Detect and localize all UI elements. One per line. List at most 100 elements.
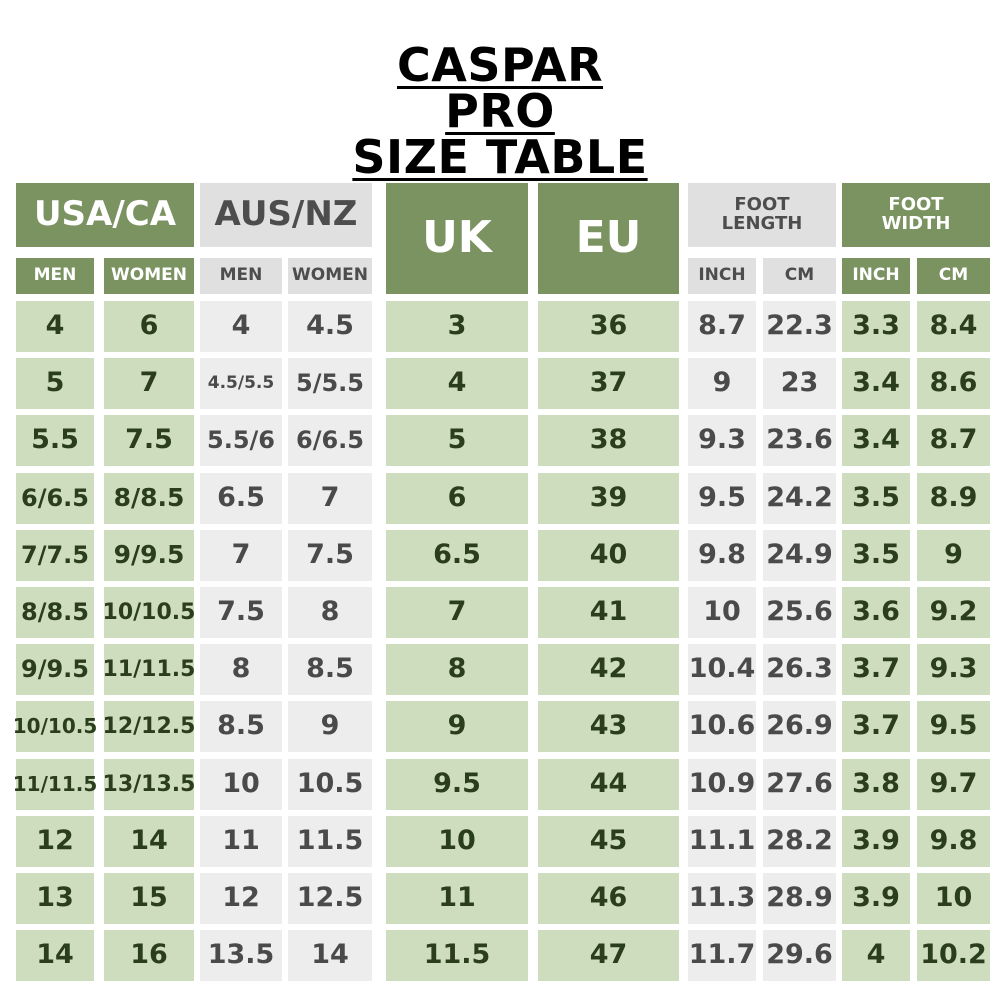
- cell-length-cm: 27.6: [763, 759, 836, 810]
- cell-width-cm: 9.2: [917, 587, 990, 638]
- cell-uk: 9.5: [386, 759, 528, 810]
- cell-length-inch: 10.6: [688, 701, 756, 752]
- cell-eu: 38: [538, 415, 679, 466]
- cell-length-cm: 24.2: [763, 473, 836, 524]
- cell-aus-men: 8.5: [200, 701, 282, 752]
- cell-uk: 4: [386, 358, 528, 409]
- cell-width-cm: 9.7: [917, 759, 990, 810]
- cell-length-inch: 10: [688, 587, 756, 638]
- cell-length-cm: 26.3: [763, 644, 836, 695]
- cell-uk: 10: [386, 816, 528, 867]
- cell-width-cm: 10.2: [917, 930, 990, 981]
- page-title: CASPAR PRO SIZE TABLE: [0, 42, 1000, 180]
- subheader-aus-women: WOMEN: [288, 258, 372, 294]
- cell-width-cm: 9.5: [917, 701, 990, 752]
- cell-eu: 43: [538, 701, 679, 752]
- cell-width-inch: 3.3: [842, 301, 910, 352]
- cell-length-inch: 9.8: [688, 530, 756, 581]
- cell-width-cm: 10: [917, 873, 990, 924]
- cell-usa-women: 7.5: [104, 415, 194, 466]
- cell-usa-men: 13: [16, 873, 94, 924]
- cell-aus-women: 6/6.5: [288, 415, 372, 466]
- cell-length-cm: 23: [763, 358, 836, 409]
- cell-width-inch: 3.5: [842, 530, 910, 581]
- cell-usa-men: 7/7.5: [16, 530, 94, 581]
- cell-length-cm: 28.9: [763, 873, 836, 924]
- cell-length-inch: 11.7: [688, 930, 756, 981]
- cell-usa-women: 15: [104, 873, 194, 924]
- cell-aus-men: 10: [200, 759, 282, 810]
- cell-width-inch: 3.9: [842, 873, 910, 924]
- cell-eu: 41: [538, 587, 679, 638]
- cell-aus-men: 6.5: [200, 473, 282, 524]
- cell-usa-women: 7: [104, 358, 194, 409]
- cell-eu: 40: [538, 530, 679, 581]
- cell-aus-men: 4: [200, 301, 282, 352]
- cell-aus-women: 7: [288, 473, 372, 524]
- cell-uk: 11.5: [386, 930, 528, 981]
- cell-usa-women: 8/8.5: [104, 473, 194, 524]
- cell-usa-men: 14: [16, 930, 94, 981]
- cell-uk: 3: [386, 301, 528, 352]
- cell-uk: 7: [386, 587, 528, 638]
- cell-width-cm: 8.7: [917, 415, 990, 466]
- cell-aus-women: 8.5: [288, 644, 372, 695]
- header-foot-width: FOOT WIDTH: [842, 183, 990, 247]
- cell-usa-women: 13/13.5: [103, 759, 195, 810]
- cell-width-cm: 9.3: [917, 644, 990, 695]
- cell-usa-men: 12: [16, 816, 94, 867]
- cell-aus-men: 12: [200, 873, 282, 924]
- cell-width-inch: 3.5: [842, 473, 910, 524]
- cell-eu: 47: [538, 930, 679, 981]
- subheader-usa-women: WOMEN: [104, 258, 194, 294]
- cell-aus-women: 4.5: [288, 301, 372, 352]
- cell-eu: 39: [538, 473, 679, 524]
- cell-length-inch: 9.3: [688, 415, 756, 466]
- cell-usa-women: 14: [104, 816, 194, 867]
- cell-aus-women: 5/5.5: [288, 358, 372, 409]
- cell-eu: 46: [538, 873, 679, 924]
- cell-width-cm: 8.9: [917, 473, 990, 524]
- cell-length-inch: 10.4: [688, 644, 756, 695]
- cell-eu: 45: [538, 816, 679, 867]
- cell-usa-women: 10/10.5: [103, 587, 195, 638]
- title-line-2: SIZE TABLE: [352, 130, 648, 184]
- cell-usa-men: 5: [16, 358, 94, 409]
- cell-width-inch: 3.9: [842, 816, 910, 867]
- cell-aus-women: 10.5: [288, 759, 372, 810]
- cell-usa-men: 4: [16, 301, 94, 352]
- cell-usa-men: 9/9.5: [16, 644, 94, 695]
- cell-length-cm: 25.6: [763, 587, 836, 638]
- header-aus-nz: AUS/NZ: [200, 183, 372, 247]
- cell-length-cm: 23.6: [763, 415, 836, 466]
- cell-length-cm: 22.3: [763, 301, 836, 352]
- cell-aus-women: 7.5: [288, 530, 372, 581]
- cell-aus-women: 14: [288, 930, 372, 981]
- header-foot-length: FOOT LENGTH: [688, 183, 836, 247]
- cell-usa-men: 8/8.5: [16, 587, 94, 638]
- cell-length-cm: 26.9: [763, 701, 836, 752]
- header-eu: EU: [538, 183, 679, 294]
- cell-aus-men: 7.5: [200, 587, 282, 638]
- cell-uk: 11: [386, 873, 528, 924]
- cell-aus-men: 5.5/6: [200, 415, 282, 466]
- subheader-length-inch: INCH: [688, 258, 756, 294]
- cell-aus-men: 13.5: [200, 930, 282, 981]
- cell-width-inch: 3.7: [842, 701, 910, 752]
- cell-aus-women: 8: [288, 587, 372, 638]
- cell-usa-women: 12/12.5: [103, 701, 195, 752]
- cell-usa-women: 11/11.5: [103, 644, 195, 695]
- cell-width-cm: 8.6: [917, 358, 990, 409]
- cell-length-cm: 24.9: [763, 530, 836, 581]
- cell-usa-men: 10/10.5: [13, 701, 97, 752]
- header-usa-ca: USA/CA: [16, 183, 194, 247]
- cell-eu: 37: [538, 358, 679, 409]
- cell-length-cm: 28.2: [763, 816, 836, 867]
- cell-eu: 44: [538, 759, 679, 810]
- header-uk: UK: [386, 183, 528, 294]
- cell-uk: 8: [386, 644, 528, 695]
- cell-usa-men: 5.5: [16, 415, 94, 466]
- cell-aus-women: 9: [288, 701, 372, 752]
- title-line-1: CASPAR PRO: [396, 38, 603, 138]
- cell-aus-men: 8: [200, 644, 282, 695]
